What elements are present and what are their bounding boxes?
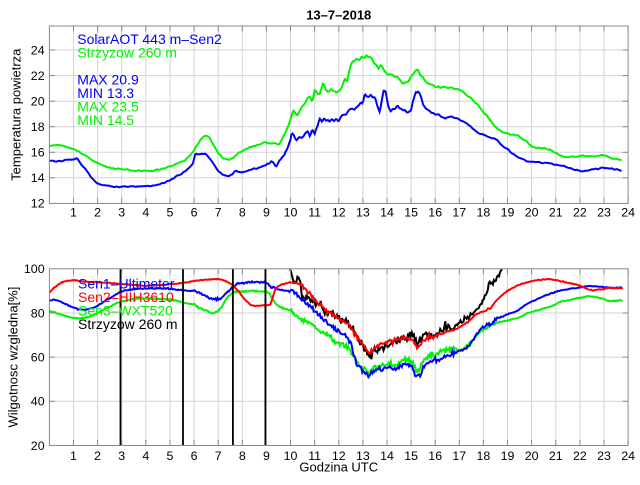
svg-text:7: 7 — [215, 449, 222, 463]
svg-text:16: 16 — [428, 206, 442, 220]
svg-text:20: 20 — [31, 94, 45, 108]
svg-text:2: 2 — [94, 206, 101, 220]
svg-text:17: 17 — [452, 449, 466, 463]
svg-text:24: 24 — [31, 43, 45, 57]
svg-text:4: 4 — [142, 206, 149, 220]
svg-text:8: 8 — [239, 449, 246, 463]
svg-text:1: 1 — [70, 206, 77, 220]
svg-text:9: 9 — [263, 206, 270, 220]
svg-text:14: 14 — [380, 206, 394, 220]
svg-text:21: 21 — [549, 206, 563, 220]
svg-text:MIN 14.5: MIN 14.5 — [77, 112, 134, 128]
svg-text:MAX 20.9: MAX 20.9 — [77, 72, 139, 88]
svg-text:1: 1 — [70, 449, 77, 463]
svg-text:20: 20 — [525, 449, 539, 463]
svg-text:18: 18 — [31, 120, 45, 134]
svg-text:40: 40 — [31, 395, 45, 409]
svg-text:6: 6 — [191, 206, 198, 220]
svg-text:19: 19 — [501, 206, 515, 220]
svg-text:24: 24 — [621, 206, 635, 220]
svg-text:Sen2–HIH3610: Sen2–HIH3610 — [78, 289, 174, 305]
svg-text:Strzyzow 260 m: Strzyzow 260 m — [77, 45, 177, 61]
svg-text:16: 16 — [428, 449, 442, 463]
svg-text:23: 23 — [597, 449, 611, 463]
svg-text:13: 13 — [356, 449, 370, 463]
svg-text:17: 17 — [452, 206, 466, 220]
svg-text:10: 10 — [284, 449, 298, 463]
svg-text:22: 22 — [573, 206, 587, 220]
svg-text:13–7–2018: 13–7–2018 — [306, 8, 371, 23]
svg-text:22: 22 — [31, 69, 45, 83]
svg-text:12: 12 — [31, 197, 45, 211]
svg-text:13: 13 — [356, 206, 370, 220]
svg-text:9: 9 — [263, 449, 270, 463]
svg-text:12: 12 — [332, 206, 346, 220]
svg-text:60: 60 — [31, 350, 45, 364]
svg-text:7: 7 — [215, 206, 222, 220]
svg-text:15: 15 — [404, 449, 418, 463]
svg-text:5: 5 — [167, 206, 174, 220]
svg-text:11: 11 — [308, 206, 321, 220]
svg-text:21: 21 — [549, 449, 563, 463]
svg-text:3: 3 — [118, 206, 125, 220]
svg-text:SolarAOT 443 m–Sen2: SolarAOT 443 m–Sen2 — [77, 31, 222, 47]
svg-text:100: 100 — [24, 262, 45, 276]
svg-text:8: 8 — [239, 206, 246, 220]
svg-text:2: 2 — [94, 449, 101, 463]
svg-text:MAX 23.5: MAX 23.5 — [77, 99, 139, 115]
svg-text:Temperatura powietrza: Temperatura powietrza — [9, 48, 24, 181]
svg-text:6: 6 — [191, 449, 198, 463]
svg-text:20: 20 — [31, 439, 45, 453]
svg-text:23: 23 — [597, 206, 611, 220]
svg-text:11: 11 — [308, 449, 321, 463]
svg-text:5: 5 — [167, 449, 174, 463]
svg-text:Sen1–Ultimeter: Sen1–Ultimeter — [78, 275, 175, 291]
svg-text:Godzina UTC: Godzina UTC — [299, 460, 378, 475]
svg-text:20: 20 — [525, 206, 539, 220]
svg-text:18: 18 — [477, 206, 491, 220]
svg-text:14: 14 — [31, 171, 45, 185]
svg-text:MIN 13.3: MIN 13.3 — [77, 85, 134, 101]
svg-text:Wilgotnosc wzgledna[%]: Wilgotnosc wzgledna[%] — [6, 287, 21, 428]
svg-text:16: 16 — [31, 146, 45, 160]
svg-text:18: 18 — [477, 449, 491, 463]
svg-text:22: 22 — [573, 449, 587, 463]
svg-text:80: 80 — [31, 306, 45, 320]
svg-text:10: 10 — [284, 206, 298, 220]
svg-text:14: 14 — [380, 449, 394, 463]
svg-text:3: 3 — [118, 449, 125, 463]
svg-text:19: 19 — [501, 449, 515, 463]
svg-text:12: 12 — [332, 449, 346, 463]
svg-text:Strzyzow 260 m: Strzyzow 260 m — [78, 316, 178, 332]
svg-text:Sen3–WXT520: Sen3–WXT520 — [78, 302, 173, 318]
svg-text:4: 4 — [142, 449, 149, 463]
svg-text:24: 24 — [621, 449, 635, 463]
svg-text:15: 15 — [404, 206, 418, 220]
